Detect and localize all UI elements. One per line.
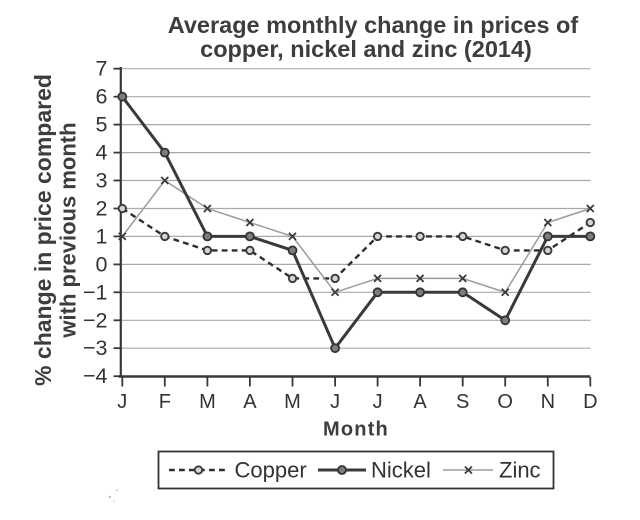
svg-text:A: A: [243, 391, 257, 413]
svg-text:Copper: Copper: [235, 458, 307, 483]
svg-text:% change in price compared: % change in price compared: [30, 74, 56, 386]
svg-text:Zinc: Zinc: [499, 458, 541, 483]
svg-text:N: N: [541, 391, 555, 413]
svg-text:with previous month: with previous month: [56, 122, 81, 338]
svg-text:D: D: [583, 391, 597, 413]
svg-text:1: 1: [96, 224, 108, 248]
svg-text:J: J: [117, 391, 127, 413]
svg-text:−2: −2: [83, 308, 108, 332]
svg-text:A: A: [413, 391, 427, 413]
svg-text:O: O: [497, 391, 513, 413]
svg-text:−3: −3: [83, 336, 108, 360]
svg-text:J: J: [373, 391, 383, 413]
svg-text:M: M: [284, 391, 301, 413]
svg-text:copper, nickel and zinc (2014): copper, nickel and zinc (2014): [200, 36, 532, 62]
svg-text:0: 0: [96, 252, 108, 276]
svg-text:J: J: [330, 391, 340, 413]
svg-text:−1: −1: [83, 280, 108, 304]
svg-text:F: F: [159, 391, 171, 413]
svg-text:M: M: [199, 391, 216, 413]
svg-text:3: 3: [96, 169, 108, 193]
svg-text:−4: −4: [83, 364, 108, 388]
svg-text:4: 4: [96, 141, 108, 165]
svg-text:Nickel: Nickel: [371, 458, 431, 483]
svg-text:2: 2: [96, 197, 108, 221]
svg-text:6: 6: [96, 85, 108, 109]
svg-text:S: S: [456, 391, 469, 413]
svg-text:Average monthly change in pric: Average monthly change in prices of: [168, 12, 579, 38]
svg-text:Month: Month: [323, 419, 389, 441]
svg-text:7: 7: [96, 57, 108, 81]
svg-text:5: 5: [96, 113, 108, 137]
